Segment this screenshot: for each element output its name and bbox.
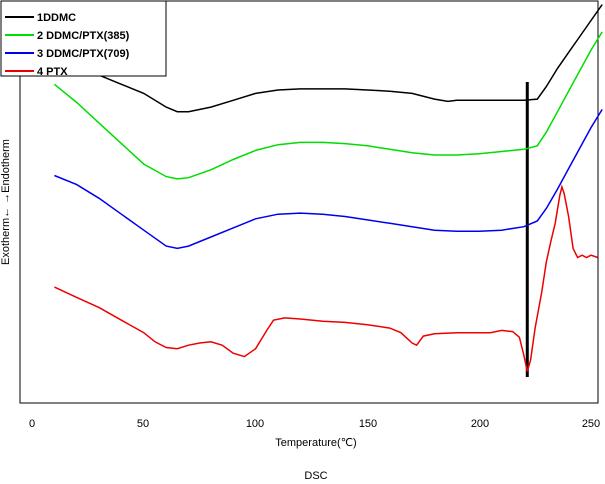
legend-label-1ddmc: 1DDMC [37,12,76,24]
legend-box [0,0,167,77]
x-tick-label: 50 [137,418,149,430]
series-line-1ddmc [54,4,603,113]
x-axis-ticks: 0 50 100 150 200 250 [29,418,600,430]
x-tick-label: 250 [582,418,600,430]
series-layer [53,4,603,372]
y-axis-title: Exotherm← →Endotherm [0,139,12,265]
x-tick-label: 0 [29,418,35,430]
legend-label-ddmc-ptx-385: 2 DDMC/PTX(385) [37,30,130,42]
x-axis-title: Temperature(℃) [275,437,356,449]
plot-frame [19,0,599,404]
x-tick-label: 150 [359,418,377,430]
legend-label-ddmc-ptx-709: 3 DDMC/PTX(709) [37,48,130,60]
x-tick-label: 200 [471,418,489,430]
series-line-ddmc-ptx-709 [54,109,603,250]
x-tick-label: 100 [246,418,264,430]
legend-label-ptx: 4 PTX [37,66,68,78]
series-line-ptx [54,184,598,372]
legend: 1DDMC 2 DDMC/PTX(385) 3 DDMC/PTX(709) 4 … [0,0,167,78]
figure-caption: DSC [304,470,327,482]
series-line-ddmc-ptx-385 [53,31,603,180]
